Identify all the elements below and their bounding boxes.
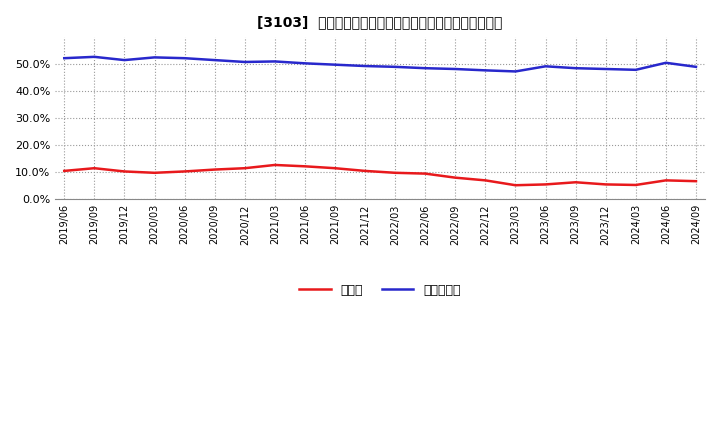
有利子負債 — [361, 63, 369, 69]
Line: 現頑金: 現頑金 — [64, 165, 696, 185]
有利子負債 — [541, 64, 550, 69]
有利子負債 — [692, 64, 701, 70]
有利子負債 — [60, 55, 68, 61]
有利子負債 — [451, 66, 459, 72]
現頑金 — [240, 165, 249, 171]
現頑金 — [601, 182, 610, 187]
有利子負債 — [210, 58, 219, 63]
有利子負債 — [421, 66, 430, 71]
Title: [3103]  現頑金、有利子負債の総資産に対する比率の推移: [3103] 現頑金、有利子負債の総資産に対する比率の推移 — [258, 15, 503, 29]
現頑金 — [90, 165, 99, 171]
有利子負債 — [180, 55, 189, 61]
現頑金 — [541, 182, 550, 187]
有利子負債 — [511, 69, 520, 74]
現頑金 — [631, 182, 640, 187]
有利子負債 — [300, 61, 309, 66]
現頑金 — [451, 175, 459, 180]
現頑金 — [60, 168, 68, 173]
有利子負債 — [120, 58, 129, 63]
有利子負債 — [240, 59, 249, 65]
現頑金 — [361, 168, 369, 173]
有利子負債 — [90, 54, 99, 59]
現頑金 — [210, 167, 219, 172]
現頑金 — [421, 171, 430, 176]
現頑金 — [120, 169, 129, 174]
有利子負債 — [601, 66, 610, 72]
現頑金 — [271, 162, 279, 168]
有利子負債 — [391, 64, 400, 70]
現頑金 — [150, 170, 159, 176]
有利子負債 — [150, 55, 159, 60]
Line: 有利子負債: 有利子負債 — [64, 57, 696, 71]
現頑金 — [511, 183, 520, 188]
現頑金 — [692, 179, 701, 184]
現頑金 — [481, 178, 490, 183]
有利子負債 — [271, 59, 279, 64]
現頑金 — [391, 170, 400, 176]
有利子負債 — [572, 66, 580, 71]
現頑金 — [330, 165, 339, 171]
Legend: 現頑金, 有利子負債: 現頑金, 有利子負債 — [294, 279, 466, 301]
有利子負債 — [481, 68, 490, 73]
現頑金 — [300, 164, 309, 169]
有利子負債 — [631, 67, 640, 73]
現頑金 — [662, 178, 670, 183]
有利子負債 — [662, 60, 670, 66]
現頑金 — [572, 180, 580, 185]
有利子負債 — [330, 62, 339, 67]
現頑金 — [180, 169, 189, 174]
